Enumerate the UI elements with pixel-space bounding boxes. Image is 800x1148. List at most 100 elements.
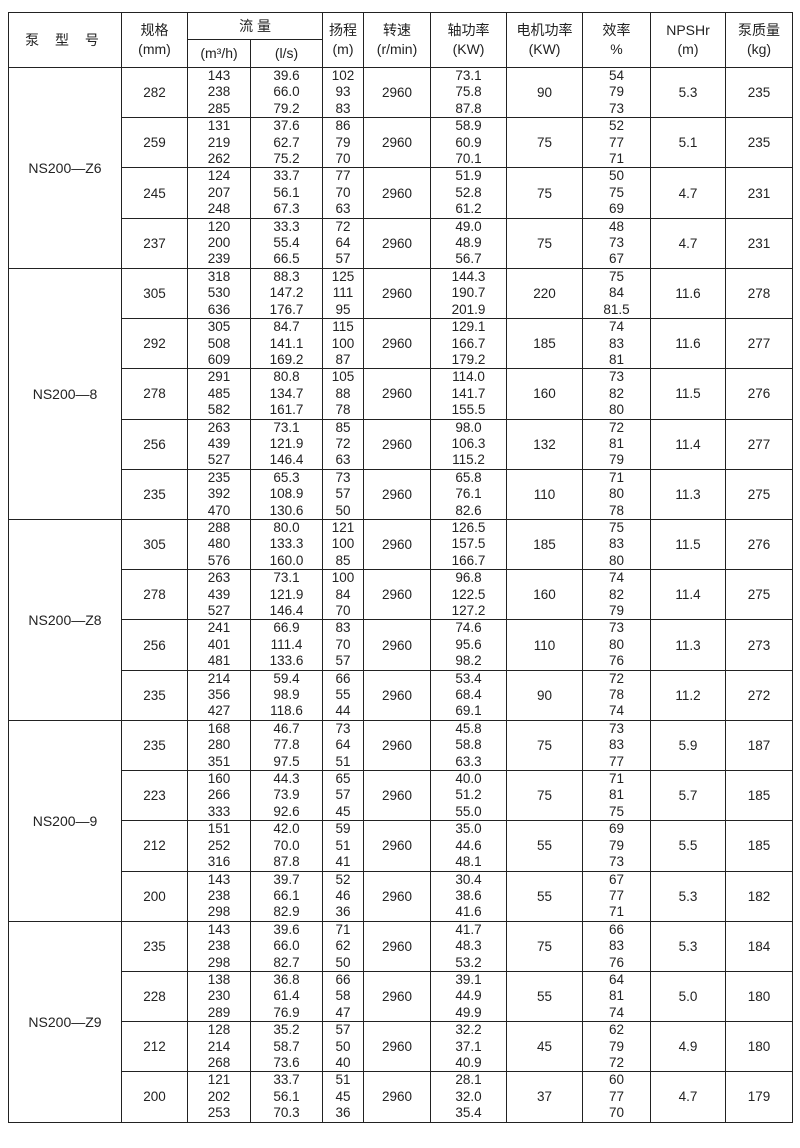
flow-m3h-cell-value: 481 — [207, 653, 231, 669]
flow-m3h-cell-value: 143 — [207, 68, 231, 83]
shaft-power-cell-value: 63.3 — [455, 753, 482, 769]
efficiency-cell-value: 81 — [609, 787, 625, 803]
npshr-cell: 11.6 — [650, 318, 727, 370]
header-npshr: NPSHr (m) — [650, 12, 727, 68]
shaft-power-cell: 129.1 166.7 179.2 — [430, 318, 508, 370]
npshr-cell: 5.7 — [650, 770, 727, 822]
table-body: NS200—Z6 282 143 238 285 39.6 66.0 79.2 102 93 83 2… — [8, 66, 794, 1123]
head-cell-value: 40 — [335, 1054, 351, 1070]
shaft-power-cell-value: 32.0 — [455, 1088, 482, 1104]
flow-m3h-cell: 143 238 285 — [187, 66, 251, 119]
motor-power-cell: 75 — [506, 920, 584, 972]
motor-power-cell: 90 — [506, 66, 584, 119]
header-efficiency-unit: % — [610, 41, 623, 57]
efficiency-cell-value: 62 — [609, 1022, 625, 1038]
flow-ls-cell-value: 134.7 — [269, 385, 304, 401]
shaft-power-cell-value: 127.2 — [451, 603, 486, 618]
shaft-power-cell: 30.4 38.6 41.6 — [430, 870, 508, 922]
head-cell-value: 79 — [335, 134, 351, 150]
shaft-power-cell-value: 179.2 — [451, 351, 486, 367]
head-cell: 115 100 87 — [322, 318, 365, 370]
npshr-cell: 11.3 — [650, 619, 727, 671]
head-cell-value: 115 — [332, 319, 354, 335]
shaft-power-cell-value: 98.2 — [455, 653, 482, 669]
flow-ls-cell-value: 62.7 — [273, 134, 300, 150]
speed-cell: 2960 — [363, 468, 432, 520]
efficiency-cell-value: 73 — [609, 620, 625, 636]
efficiency-cell-value: 64 — [609, 971, 625, 987]
flow-m3h-cell: 160 266 333 — [187, 770, 251, 822]
flow-m3h-cell-value: 289 — [207, 1004, 231, 1020]
efficiency-cell: 52 77 71 — [582, 117, 652, 169]
flow-ls-cell: 46.7 77.8 97.5 — [249, 719, 324, 772]
npshr-cell: 5.1 — [650, 117, 727, 169]
shaft-power-cell-value: 115.2 — [452, 452, 485, 468]
npshr-cell: 11.4 — [650, 418, 727, 470]
head-cell-value: 77 — [335, 168, 351, 184]
size-cell: 256 — [121, 619, 188, 671]
flow-m3h-cell-value: 262 — [207, 151, 231, 167]
npshr-cell: 11.4 — [650, 569, 727, 621]
weight-cell: 276 — [725, 518, 794, 571]
flow-ls-cell-value: 121.9 — [269, 435, 304, 451]
shaft-power-cell-value: 65.8 — [455, 469, 482, 485]
weight-cell: 272 — [725, 669, 794, 721]
flow-m3h-cell-value: 263 — [207, 570, 231, 586]
shaft-power-cell-value: 56.7 — [455, 251, 482, 267]
efficiency-cell-value: 50 — [609, 168, 625, 184]
flow-ls-cell-value: 111.4 — [270, 636, 303, 652]
flow-m3h-cell-value: 485 — [207, 385, 231, 401]
shaft-power-cell: 28.1 32.0 35.4 — [430, 1071, 508, 1123]
head-cell-value: 66 — [335, 670, 351, 686]
shaft-power-cell-value: 75.8 — [455, 84, 482, 100]
shaft-power-cell-value: 122.5 — [451, 586, 486, 602]
size-cell: 223 — [121, 770, 188, 822]
head-cell: 73 57 50 — [322, 468, 365, 520]
header-head: 扬程 (m) — [322, 12, 365, 68]
flow-ls-cell: 42.0 70.0 87.8 — [249, 820, 324, 872]
flow-m3h-cell-value: 439 — [207, 435, 231, 451]
header-shaft-power: 轴功率 (KW) — [430, 12, 508, 68]
shaft-power-cell-value: 48.3 — [455, 938, 482, 954]
size-cell: 245 — [121, 167, 188, 219]
head-cell-value: 70 — [335, 603, 351, 618]
efficiency-cell-value: 80 — [609, 402, 625, 418]
flow-ls-cell-value: 98.9 — [273, 687, 300, 703]
head-cell-value: 52 — [335, 871, 351, 887]
flow-ls-cell-value: 92.6 — [273, 803, 300, 819]
shaft-power-cell-value: 35.4 — [455, 1105, 482, 1121]
header-flow-m3h: (m³/h) — [187, 39, 251, 68]
flow-m3h-cell: 120 200 239 — [187, 217, 251, 269]
shaft-power-cell-value: 74.6 — [455, 620, 482, 636]
flow-m3h-cell: 235 392 470 — [187, 468, 251, 520]
efficiency-cell-value: 71 — [609, 904, 625, 920]
efficiency-cell-value: 79 — [609, 452, 625, 468]
flow-ls-cell-value: 67.3 — [273, 201, 300, 217]
flow-ls-cell: 36.8 61.4 76.9 — [249, 970, 324, 1023]
head-cell-value: 84 — [335, 586, 351, 602]
head-cell: 83 70 57 — [322, 619, 365, 671]
efficiency-cell-value: 73 — [609, 369, 625, 385]
flow-ls-cell-value: 56.1 — [273, 1088, 300, 1104]
header-flow-ls: (l/s) — [249, 39, 324, 68]
npshr-cell: 11.5 — [650, 368, 727, 420]
shaft-power-cell-value: 48.9 — [455, 235, 482, 251]
speed-cell: 2960 — [363, 167, 432, 219]
head-cell-value: 70 — [335, 151, 351, 167]
flow-ls-cell-value: 35.2 — [273, 1022, 300, 1038]
head-cell-value: 47 — [335, 1004, 351, 1020]
flow-ls-cell-value: 82.9 — [273, 904, 300, 920]
shaft-power-cell: 45.8 58.8 63.3 — [430, 719, 508, 772]
efficiency-cell-value: 77 — [609, 753, 625, 769]
weight-cell: 231 — [725, 217, 794, 269]
head-cell-value: 57 — [335, 653, 351, 669]
efficiency-cell-value: 78 — [609, 687, 625, 703]
head-cell-value: 86 — [335, 118, 351, 134]
shaft-power-cell-value: 70.1 — [455, 151, 482, 167]
shaft-power-cell-value: 114.0 — [452, 369, 485, 385]
efficiency-cell-value: 81.5 — [603, 301, 630, 317]
flow-m3h-cell-value: 207 — [207, 184, 231, 200]
header-speed-label: 转速 — [383, 22, 412, 38]
head-cell-value: 72 — [335, 435, 351, 451]
header-npshr-unit: (m) — [677, 41, 699, 57]
